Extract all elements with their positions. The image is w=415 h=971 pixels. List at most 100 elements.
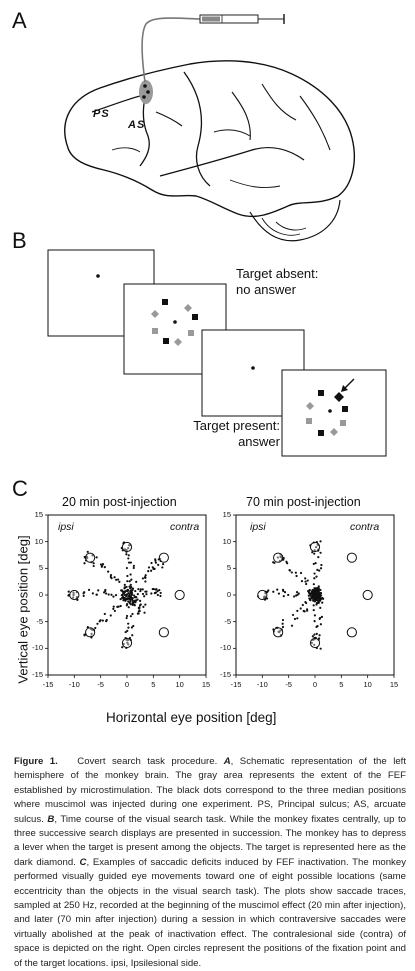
trace-sample: [319, 551, 322, 554]
trace-sample: [119, 604, 122, 608]
trace-sample: [299, 607, 302, 610]
saccade-plot-70min: [233, 514, 395, 678]
trace-sample: [154, 591, 158, 594]
trace-sample: [139, 599, 142, 602]
trace-sample: [131, 587, 135, 590]
trace-sample: [156, 590, 159, 593]
trace-sample: [129, 583, 132, 586]
panel-b-letter: B: [12, 228, 27, 253]
y-tick-label: 5: [226, 563, 231, 573]
trace-sample: [144, 574, 147, 577]
trace-sample: [122, 642, 125, 646]
trace-sample: [137, 587, 140, 591]
trace-sample: [319, 591, 323, 595]
trace-sample: [86, 550, 89, 553]
trace-sample: [301, 603, 304, 607]
trace-sample: [105, 619, 108, 623]
trace-sample: [304, 577, 307, 580]
trace-sample: [300, 580, 304, 583]
target-circle: [158, 627, 169, 638]
trace-sample: [279, 555, 282, 559]
trace-sample: [283, 591, 287, 594]
trace-sample: [295, 591, 299, 594]
trace-sample: [295, 574, 298, 578]
caption-b-letter: B: [47, 813, 55, 825]
sulcus-label-ps: PS: [93, 108, 110, 120]
trace-sample: [313, 595, 316, 599]
caption-text-2: , Schematic representation of the left h…: [14, 756, 406, 825]
trace-sample: [91, 554, 94, 557]
trace-sample: [318, 634, 321, 637]
trace-sample: [92, 564, 95, 568]
trace-sample: [157, 563, 160, 566]
trace-sample: [125, 604, 128, 607]
plot-left-title: 20 min post-injection: [62, 495, 177, 509]
trace-sample: [318, 569, 321, 572]
trace-sample: [129, 573, 132, 576]
trace-sample: [312, 608, 315, 612]
x-tick-label: 15: [201, 680, 211, 689]
trace-sample: [131, 634, 134, 637]
target-circle: [257, 589, 268, 601]
trace-sample: [281, 625, 285, 629]
trace-sample: [277, 592, 281, 595]
ipsi-label-right: ipsi: [250, 521, 266, 533]
trace-sample: [317, 585, 320, 588]
trace-sample: [72, 596, 75, 599]
plot-right-title: 70 min post-injection: [246, 495, 361, 509]
trace-sample: [95, 556, 98, 559]
trace-sample: [125, 585, 128, 589]
trace-sample: [123, 593, 126, 596]
trace-sample: [299, 571, 303, 575]
trace-sample: [312, 583, 315, 586]
trace-sample: [110, 593, 113, 596]
trace-sample: [152, 567, 155, 570]
trace-sample: [306, 579, 309, 582]
trace-sample: [125, 594, 128, 598]
trace-sample: [307, 594, 310, 597]
trace-sample: [313, 633, 316, 636]
y-tick-label: 10: [222, 536, 231, 546]
trace-sample: [316, 599, 320, 602]
trace-sample: [128, 594, 131, 597]
y-tick-label: -15: [32, 670, 43, 679]
trace-sample: [97, 589, 100, 592]
trace-sample: [125, 616, 128, 620]
trace-sample: [317, 587, 320, 590]
trace-sample: [141, 588, 144, 591]
target-present-label: Target present: answer: [168, 418, 280, 450]
trace-sample: [90, 632, 93, 635]
trace-sample: [150, 561, 153, 565]
trace-sample: [281, 618, 285, 622]
trace-sample: [114, 594, 118, 597]
caption-c-letter: C: [79, 856, 87, 868]
trace-sample: [119, 597, 122, 601]
trace-sample: [109, 574, 113, 577]
trace-sample: [137, 612, 140, 615]
x-tick-label: -5: [285, 680, 292, 689]
trace-sample: [318, 597, 322, 601]
trace-sample: [154, 558, 157, 561]
trace-sample: [126, 639, 130, 642]
y-tick-label: 15: [34, 510, 43, 519]
trace-sample: [161, 566, 164, 569]
trace-sample: [113, 609, 116, 613]
trace-sample: [86, 556, 89, 560]
trace-sample: [317, 556, 320, 559]
trace-sample: [112, 595, 115, 598]
target-circle: [69, 589, 80, 601]
trace-sample: [306, 609, 309, 612]
trace-sample: [127, 643, 130, 646]
trace-sample: [315, 625, 318, 628]
x-tick-label: -10: [68, 680, 80, 689]
trace-sample: [313, 600, 317, 603]
target-circle: [309, 541, 321, 553]
trace-sample: [144, 580, 147, 583]
trace-sample: [150, 592, 153, 595]
y-axis-label: Vertical eye position [deg]: [15, 535, 31, 684]
y-tick-label: 0: [226, 590, 231, 599]
trace-sample: [159, 591, 162, 595]
trace-sample: [72, 591, 75, 594]
trace-sample: [311, 591, 315, 595]
trace-sample: [127, 626, 130, 629]
